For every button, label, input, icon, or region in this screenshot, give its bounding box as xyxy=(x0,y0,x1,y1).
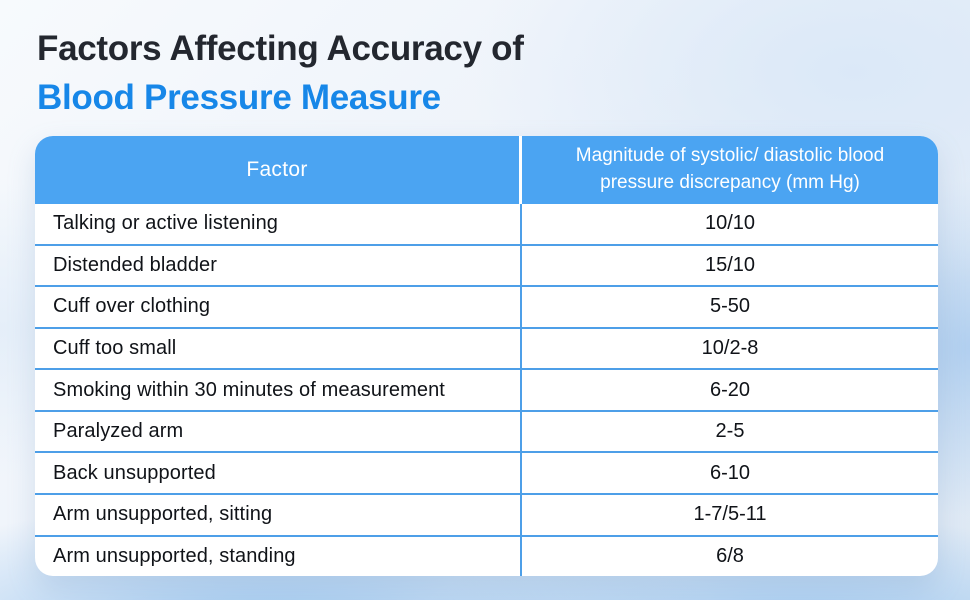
page-title-line1: Factors Affecting Accuracy of xyxy=(37,29,524,68)
factor-cell: Arm unsupported, sitting xyxy=(35,494,522,535)
table-row: Back unsupported 6-10 xyxy=(35,451,938,493)
value-cell: 6/8 xyxy=(716,544,744,567)
table-row: Arm unsupported, standing 6/8 xyxy=(35,534,938,576)
value-cell: 5-50 xyxy=(709,295,751,318)
factor-cell: Smoking within 30 minutes of measurement xyxy=(35,370,522,410)
factor-cell: Arm unsupported, standing xyxy=(35,536,522,576)
page-title: Factors Affecting Accuracy of Blood Pres… xyxy=(37,24,524,122)
value-cell: 1-7/5-11 xyxy=(693,503,767,526)
value-cell: 6-20 xyxy=(709,378,751,401)
factors-table: Factor Magnitude of systolic/ diastolic … xyxy=(35,136,938,576)
table-body: Talking or active listening 10/10 Disten… xyxy=(35,204,938,576)
value-cell: 10/10 xyxy=(704,212,756,235)
column-header-magnitude: Magnitude of systolic/ diastolic blood p… xyxy=(575,145,885,193)
table-row: Distended bladder 15/10 xyxy=(35,243,938,286)
table-row: Cuff too small 10/2-8 xyxy=(35,326,938,369)
factor-cell: Paralyzed arm xyxy=(35,411,522,452)
table-row: Talking or active listening 10/10 xyxy=(35,204,938,244)
table-header-row: Factor Magnitude of systolic/ diastolic … xyxy=(35,136,938,204)
table-row: Smoking within 30 minutes of measurement… xyxy=(35,368,938,410)
page-title-line2: Blood Pressure Measure xyxy=(37,78,441,117)
factor-cell: Cuff over clothing xyxy=(35,287,522,327)
factor-cell: Talking or active listening xyxy=(35,204,522,244)
factor-cell: Cuff too small xyxy=(35,328,522,369)
factor-cell: Distended bladder xyxy=(35,245,522,286)
factor-cell: Back unsupported xyxy=(35,453,522,493)
value-cell: 10/2-8 xyxy=(701,336,759,359)
value-cell: 15/10 xyxy=(704,253,756,276)
table-row: Cuff over clothing 5-50 xyxy=(35,285,938,327)
table-row: Arm unsupported, sitting 1-7/5-11 xyxy=(35,492,938,535)
column-header-factor: Factor xyxy=(35,136,522,204)
value-cell: 2-5 xyxy=(715,420,745,443)
table-row: Paralyzed arm 2-5 xyxy=(35,409,938,452)
value-cell: 6-10 xyxy=(709,461,751,484)
